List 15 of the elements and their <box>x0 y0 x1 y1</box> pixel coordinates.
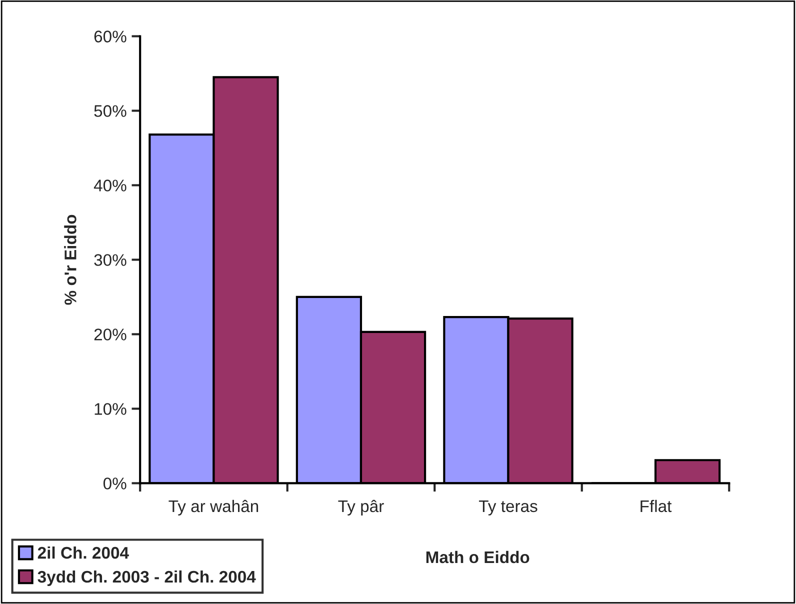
x-tick-label: Ty pâr <box>338 500 384 516</box>
x-tick-label: Ty teras <box>478 500 538 516</box>
y-tick-label: 0% <box>103 478 126 490</box>
x-tick-label: Ty ar wahân <box>168 500 258 516</box>
y-tick-label: 50% <box>94 105 126 117</box>
legend-label: 3ydd Ch. 2003 - 2il Ch. 2004 <box>38 570 256 586</box>
y-tick-label: 30% <box>94 254 126 266</box>
x-tick-label: Fflat <box>640 500 672 512</box>
y-tick-label: 40% <box>94 180 126 192</box>
legend-label: 2il Ch. 2004 <box>38 546 129 559</box>
y-tick-label: 60% <box>94 30 126 42</box>
y-tick-label: 20% <box>94 328 126 340</box>
y-axis-title: % o'r Eiddo <box>64 214 76 305</box>
y-tick-label: 10% <box>94 403 126 415</box>
x-axis-title: Math o Eiddo <box>426 550 530 564</box>
